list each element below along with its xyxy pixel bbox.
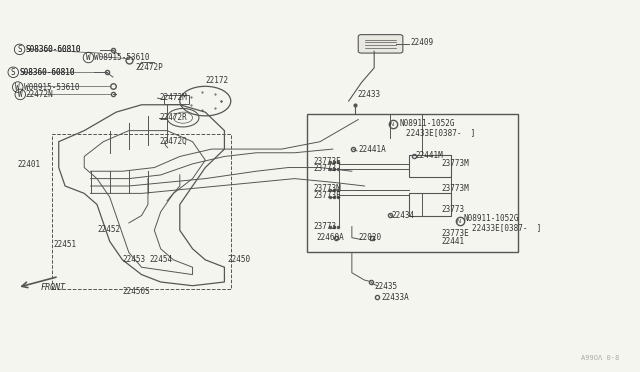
Text: W: W [18, 90, 22, 99]
Text: 22453: 22453 [122, 254, 145, 264]
Text: 22472M: 22472M [159, 93, 187, 102]
Text: 22450S: 22450S [122, 287, 150, 296]
Text: S: S [11, 68, 15, 77]
Text: 23773M: 23773M [441, 184, 469, 193]
Text: 23773: 23773 [314, 164, 337, 173]
Bar [164, 95, 189, 104]
Text: N08911-1052G: N08911-1052G [399, 119, 455, 128]
Text: 22433: 22433 [357, 90, 380, 99]
Text: N: N [389, 122, 394, 127]
FancyBboxPatch shape [358, 35, 403, 53]
Text: 22020: 22020 [358, 233, 381, 242]
Text: 22172: 22172 [205, 76, 228, 85]
Text: W08915-53610: W08915-53610 [24, 83, 79, 92]
Text: S: S [17, 45, 22, 54]
Text: 22401: 22401 [17, 160, 40, 169]
Text: 23773E: 23773E [314, 191, 341, 200]
Text: A99ΟΛ 0·8: A99ΟΛ 0·8 [581, 355, 620, 361]
Text: 22441A: 22441A [358, 145, 386, 154]
Text: 23773E: 23773E [314, 157, 341, 166]
Text: 22441M: 22441M [415, 151, 444, 160]
Text: 22433A: 22433A [381, 294, 409, 302]
Text: 22433E[0387-  ]: 22433E[0387- ] [406, 128, 476, 137]
Text: 22451: 22451 [54, 240, 77, 249]
Text: 23773: 23773 [441, 205, 464, 215]
Text: W08915-53610: W08915-53610 [94, 53, 149, 62]
Text: 22434: 22434 [392, 211, 415, 220]
Text: 22433E[0387-  ]: 22433E[0387- ] [472, 223, 541, 232]
Text: 22460A: 22460A [317, 233, 344, 242]
Text: 22454: 22454 [149, 254, 172, 264]
Text: 22452: 22452 [97, 225, 120, 234]
Text: N: N [456, 219, 460, 224]
Text: 23773M: 23773M [314, 184, 341, 193]
Text: S08360-60810: S08360-60810 [26, 45, 81, 54]
Text: 22472R: 22472R [159, 113, 187, 122]
Text: 22441: 22441 [441, 237, 464, 246]
Text: 23773E: 23773E [441, 229, 469, 238]
Bar [409, 193, 451, 215]
Text: 22472P: 22472P [135, 63, 163, 72]
Text: N08911-1052G: N08911-1052G [463, 214, 519, 223]
Text: 22435: 22435 [374, 282, 397, 291]
Text: W: W [86, 53, 91, 62]
Text: 22472Q: 22472Q [159, 137, 187, 146]
Text: W: W [15, 83, 20, 92]
Text: 22409: 22409 [410, 38, 434, 47]
Text: 22472N: 22472N [26, 90, 53, 99]
Text: 22450: 22450 [228, 254, 251, 264]
Text: 23773: 23773 [314, 222, 337, 231]
Bar [409, 155, 451, 177]
Text: S08360-60810: S08360-60810 [19, 68, 75, 77]
Text: S08360-60810: S08360-60810 [19, 68, 75, 77]
Text: FRONT: FRONT [41, 283, 66, 292]
Text: 23773M: 23773M [441, 158, 469, 168]
Text: S08360-60810: S08360-60810 [26, 45, 81, 54]
